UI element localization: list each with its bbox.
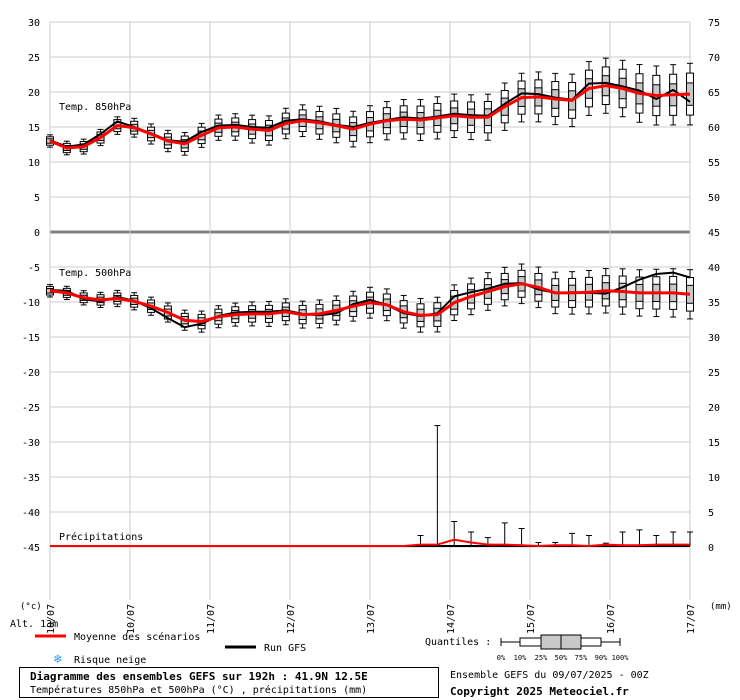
precip-box <box>619 531 626 546</box>
panel-labels: Temp. 850hPa Temp. 500hPa Précipitations <box>59 102 143 543</box>
left-tick-label: 5 <box>34 193 40 204</box>
quantile-tick-labels: 0% 10% 25% 50% 75% 90% 100% <box>497 654 629 662</box>
quantiles-legend-label: Quantiles : <box>425 637 491 648</box>
snow-legend-label: Risque neige <box>74 655 146 666</box>
right-tick-label: 50 <box>708 193 720 204</box>
precip-panel-label: Précipitations <box>59 531 143 543</box>
left-tick-label: 20 <box>28 88 40 99</box>
precip-box <box>434 425 441 546</box>
left-tick-label: 0 <box>34 228 40 239</box>
quantile-tick-label: 90% <box>595 654 608 662</box>
t500-panel-label: Temp. 500hPa <box>59 268 131 279</box>
precip-box <box>451 521 458 546</box>
right-tick-label: 55 <box>708 158 720 169</box>
t850-panel-label: Temp. 850hPa <box>59 102 131 113</box>
gfs-legend-label: Run GFS <box>264 643 306 654</box>
right-unit-label: (mm) <box>710 602 732 612</box>
right-tick-label: 30 <box>708 333 720 344</box>
left-tick-label: -40 <box>22 508 40 519</box>
precip-mean-line <box>50 538 690 547</box>
quantile-tick-label: 100% <box>612 654 630 662</box>
precip-box <box>501 522 508 546</box>
snowflake-icon: ❄ <box>53 652 62 667</box>
left-tick-label: 15 <box>28 123 40 134</box>
x-tick-label: 17/07 <box>686 604 697 634</box>
left-tick-label: 30 <box>28 18 40 29</box>
quantile-tick-label: 50% <box>555 654 568 662</box>
precip-box <box>468 531 475 546</box>
mean-legend-label: Moyenne des scénarios <box>74 631 200 643</box>
left-tick-label: 10 <box>28 158 40 169</box>
t850-mean-line <box>49 84 691 150</box>
x-tick-label: 11/07 <box>206 604 217 634</box>
right-tick-label: 15 <box>708 438 720 449</box>
left-tick-label: -15 <box>22 333 40 344</box>
copyright-text: Copyright 2025 Meteociel.fr <box>450 685 629 698</box>
left-tick-label: -25 <box>22 403 40 414</box>
left-tick-label: -10 <box>22 298 40 309</box>
series-lines <box>49 81 691 547</box>
altitude-label: Alt. 13m <box>10 619 58 630</box>
right-tick-label: 70 <box>708 53 720 64</box>
left-tick-label: 25 <box>28 53 40 64</box>
right-tick-label: 65 <box>708 88 720 99</box>
x-tick-label: 15/07 <box>526 604 537 634</box>
legend: Moyenne des scénarios Run GFS ❄ Risque n… <box>35 631 629 667</box>
quantile-tick-label: 0% <box>497 654 506 662</box>
precip-box <box>569 532 576 546</box>
x-tick-label: 13/07 <box>366 604 377 634</box>
ensemble-run-date: Ensemble GEFS du 09/07/2025 - 00Z <box>450 670 649 681</box>
quantile-tick-label: 25% <box>535 654 548 662</box>
x-tick-label: 12/07 <box>286 604 297 634</box>
right-tick-label: 20 <box>708 403 720 414</box>
precip-box <box>585 535 592 546</box>
quantile-tick-label: 10% <box>514 654 527 662</box>
right-tick-label: 5 <box>708 508 714 519</box>
left-tick-label: -45 <box>22 543 40 554</box>
quantile-box-icon <box>500 634 621 650</box>
footer-info-box: Diagramme des ensembles GEFS sur 192h : … <box>19 667 439 698</box>
right-tick-label: 75 <box>708 18 720 29</box>
right-tick-label: 10 <box>708 473 720 484</box>
precip-box <box>636 529 643 546</box>
right-tick-label: 0 <box>708 543 714 554</box>
right-tick-label: 45 <box>708 228 720 239</box>
left-tick-label: -30 <box>22 438 40 449</box>
left-unit-label: (°c) <box>20 602 42 612</box>
t500-mean-line <box>49 282 691 324</box>
x-tick-label: 10/07 <box>126 604 137 634</box>
chart-subtitle: Températures 850hPa et 500hPa (°C) , pré… <box>30 685 368 696</box>
x-tick-label: 10/07 <box>46 604 57 634</box>
right-tick-label: 35 <box>708 298 720 309</box>
right-tick-label: 40 <box>708 263 720 274</box>
x-tick-label: 14/07 <box>446 604 457 634</box>
left-tick-label: -20 <box>22 368 40 379</box>
precip-box <box>518 528 525 546</box>
x-tick-label: 16/07 <box>606 604 617 634</box>
right-tick-label: 25 <box>708 368 720 379</box>
left-tick-label: -5 <box>28 263 40 274</box>
quantile-tick-label: 75% <box>575 654 588 662</box>
right-tick-label: 60 <box>708 123 720 134</box>
chart-title: Diagramme des ensembles GEFS sur 192h : … <box>30 670 368 683</box>
left-tick-label: -35 <box>22 473 40 484</box>
